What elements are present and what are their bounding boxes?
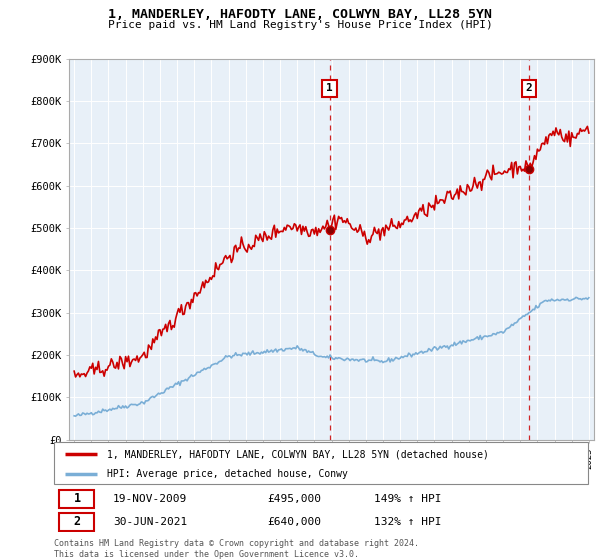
Text: 2: 2 [526,83,532,94]
Text: 2: 2 [73,515,80,529]
FancyBboxPatch shape [54,442,588,484]
FancyBboxPatch shape [59,513,94,531]
Text: 149% ↑ HPI: 149% ↑ HPI [374,494,442,504]
Text: 19-NOV-2009: 19-NOV-2009 [113,494,187,504]
FancyBboxPatch shape [59,490,94,508]
Text: 30-JUN-2021: 30-JUN-2021 [113,517,187,527]
Text: 132% ↑ HPI: 132% ↑ HPI [374,517,442,527]
Text: £640,000: £640,000 [268,517,322,527]
Text: HPI: Average price, detached house, Conwy: HPI: Average price, detached house, Conw… [107,469,348,479]
Text: 1, MANDERLEY, HAFODTY LANE, COLWYN BAY, LL28 5YN (detached house): 1, MANDERLEY, HAFODTY LANE, COLWYN BAY, … [107,449,489,459]
Text: 1, MANDERLEY, HAFODTY LANE, COLWYN BAY, LL28 5YN: 1, MANDERLEY, HAFODTY LANE, COLWYN BAY, … [108,8,492,21]
Text: £495,000: £495,000 [268,494,322,504]
Text: Price paid vs. HM Land Registry's House Price Index (HPI): Price paid vs. HM Land Registry's House … [107,20,493,30]
Text: 1: 1 [73,492,80,506]
Text: 1: 1 [326,83,333,94]
Text: Contains HM Land Registry data © Crown copyright and database right 2024.
This d: Contains HM Land Registry data © Crown c… [54,539,419,559]
